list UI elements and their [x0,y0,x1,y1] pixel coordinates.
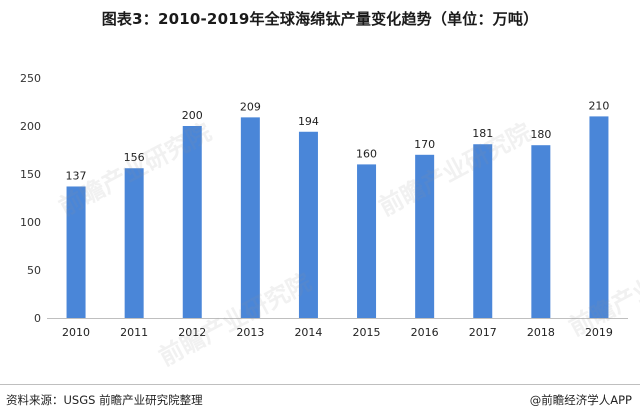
y-tick-label: 200 [20,120,41,133]
bar-value-label: 170 [414,138,435,151]
x-tick-label: 2010 [62,326,90,339]
bar [240,117,260,318]
y-tick-label: 150 [20,168,41,181]
bar [124,168,144,318]
bar [473,144,493,318]
chart-title: 图表3：2010-2019年全球海绵钛产量变化趋势（单位：万吨） [101,10,539,28]
bar-value-label: 137 [66,169,87,182]
bar-value-label: 180 [530,128,551,141]
x-tick-label: 2015 [353,326,381,339]
bar-chart: 0 50 100 150 200 250 137 2010 156 2011 200 2012 209 2… [20,72,628,339]
x-tick-label: 2013 [236,326,264,339]
bar [357,164,377,318]
x-tick-label: 2018 [527,326,555,339]
bar-value-label: 160 [356,147,377,160]
x-tick-label: 2017 [469,326,497,339]
bar [531,145,551,318]
bar-value-label: 194 [298,115,319,128]
bar [182,126,202,318]
bar [589,116,609,319]
bar-value-label: 200 [182,109,203,122]
x-tick-label: 2019 [585,326,613,339]
x-tick-label: 2012 [178,326,206,339]
y-tick-label: 0 [34,312,41,325]
y-tick-label: 100 [20,216,41,229]
bar [66,186,86,318]
bar-value-label: 209 [240,100,261,113]
credit-note: @前瞻经济学人APP [529,393,632,407]
bar [298,131,318,318]
bar-value-label: 156 [124,151,145,164]
footer: 资料来源：USGS 前瞻产业研究院整理 @前瞻经济学人APP [0,384,640,412]
bar-value-label: 181 [472,127,493,140]
source-note: 资料来源：USGS 前瞻产业研究院整理 [6,393,203,407]
y-tick-label: 250 [20,72,41,85]
bar-value-label: 210 [588,99,609,112]
x-tick-label: 2016 [411,326,439,339]
y-tick-label: 50 [27,264,41,277]
x-tick-label: 2014 [294,326,322,339]
x-tick-label: 2011 [120,326,148,339]
bar [415,154,435,318]
